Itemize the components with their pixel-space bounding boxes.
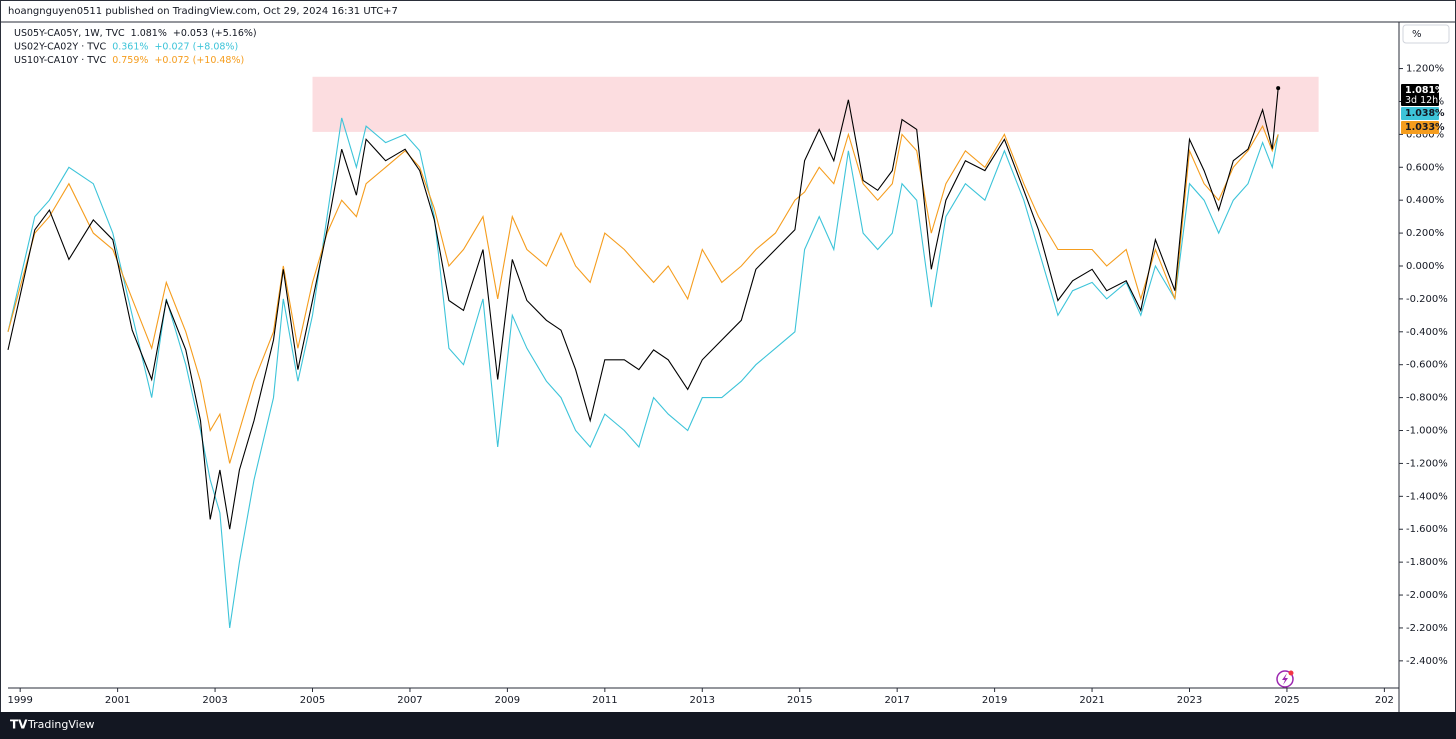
price-label-box <box>1401 107 1439 120</box>
x-tick-label: 2019 <box>982 695 1007 706</box>
x-tick-label: 2005 <box>300 695 325 706</box>
y-tick-label: 0.800% <box>1406 129 1444 140</box>
legend-name: US10Y-CA10Y · TVC <box>14 55 107 66</box>
price-label-box <box>1401 84 1439 106</box>
x-tick-label: 2009 <box>495 695 520 706</box>
series-line <box>7 117 1279 628</box>
x-tick-label: 2013 <box>690 695 715 706</box>
y-tick-label: 0.400% <box>1406 195 1444 206</box>
price-label: 1.081% <box>1405 85 1445 96</box>
legend-entry: US02Y-CA02Y · TVC 0.361% +0.027 (+8.08%) <box>14 41 238 52</box>
y-tick-label: -0.600% <box>1406 360 1448 371</box>
y-tick-label: -1.200% <box>1406 458 1448 469</box>
y-tick-label: 1.200% <box>1406 64 1444 75</box>
x-tick-label: 2015 <box>787 695 812 706</box>
y-tick-label: -1.000% <box>1406 426 1448 437</box>
legend-change: +0.027 (+8.08%) <box>154 41 238 52</box>
unit-button[interactable] <box>1402 24 1450 44</box>
legend-change: +0.072 (+10.48%) <box>154 55 244 66</box>
y-tick-label: -0.800% <box>1406 393 1448 404</box>
unit-label[interactable]: % <box>1412 29 1422 40</box>
x-tick-label: 2025 <box>1274 695 1299 706</box>
y-tick-label: -1.400% <box>1406 491 1448 502</box>
last-point <box>1276 86 1281 91</box>
y-tick-label: 0.600% <box>1406 162 1444 173</box>
series-line <box>7 124 1279 464</box>
highlight-zone <box>312 76 1319 132</box>
y-tick-label: -0.200% <box>1406 294 1448 305</box>
price-label-box <box>1401 121 1439 134</box>
x-tick-label: 2003 <box>202 695 227 706</box>
y-tick-label: -2.400% <box>1406 656 1448 667</box>
y-tick-label: -0.400% <box>1406 327 1448 338</box>
x-tick-label: 202 <box>1375 695 1394 706</box>
x-tick-label: 2023 <box>1177 695 1202 706</box>
x-tick-label: 2001 <box>105 695 130 706</box>
legend-name: US05Y-CA05Y, 1W, TVC <box>14 28 125 39</box>
legend-value: 1.081% <box>131 28 167 39</box>
x-tick-label: 2017 <box>884 695 909 706</box>
x-tick-label: 2011 <box>592 695 617 706</box>
footer-bar <box>0 712 1456 739</box>
y-tick-label: 0.000% <box>1406 261 1444 272</box>
y-tick-label: -1.800% <box>1406 557 1448 568</box>
y-tick-label: -1.600% <box>1406 524 1448 535</box>
footer-logo: TV <box>10 718 28 732</box>
legend-value: 0.759% <box>112 55 148 66</box>
legend-name: US02Y-CA02Y · TVC <box>14 41 107 52</box>
header: hoangnguyen0511 published on TradingView… <box>8 6 398 17</box>
y-tick-label: -2.200% <box>1406 623 1448 634</box>
series-line <box>7 88 1279 530</box>
x-tick-label: 1999 <box>7 695 32 706</box>
lightning-icon[interactable] <box>1276 670 1294 688</box>
legend-entry: US10Y-CA10Y · TVC 0.759% +0.072 (+10.48%) <box>14 55 244 66</box>
price-label: 1.033% <box>1405 122 1445 133</box>
y-tick-label: -2.000% <box>1406 590 1448 601</box>
footer-brand: TradingView <box>27 718 94 731</box>
price-label: 1.038% <box>1405 108 1445 119</box>
legend-entry: US05Y-CA05Y, 1W, TVC 1.081% +0.053 (+5.16%… <box>14 28 257 39</box>
legend-change: +0.053 (+5.16%) <box>173 28 257 39</box>
legend-value: 0.361% <box>112 41 148 52</box>
y-tick-label: 0.200% <box>1406 228 1444 239</box>
price-countdown: 3d 12h <box>1405 95 1438 106</box>
x-tick-label: 2021 <box>1079 695 1104 706</box>
x-tick-label: 2007 <box>397 695 422 706</box>
